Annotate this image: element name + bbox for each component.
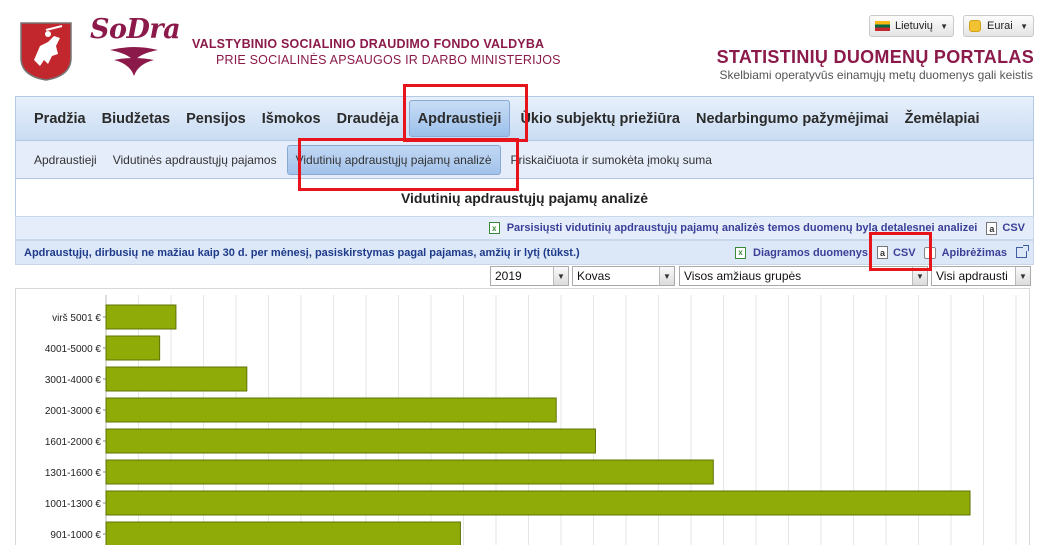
category-label: 901-1000 €	[50, 530, 101, 541]
month-value: Kovas	[577, 269, 611, 283]
download-data-link[interactable]: Parsisiųsti vidutinių apdraustųjų pajamų…	[506, 222, 978, 234]
bar[interactable]	[105, 521, 461, 545]
chevron-down-icon: ▼	[1020, 21, 1028, 31]
month-select[interactable]: Kovas ▼	[572, 266, 675, 286]
highlight-csv	[869, 232, 932, 271]
download-bar: x Parsisiųsti vidutinių apdraustųjų paja…	[15, 216, 1034, 240]
org-name-line1: VALSTYBINIO SOCIALINIO DRAUDIMO FONDO VA…	[192, 37, 545, 51]
site-header: SoDra VALSTYBINIO SOCIALINIO DRAUDIMO FO…	[0, 0, 1044, 96]
chevron-down-icon: ▼	[659, 267, 674, 285]
nav-item-zemelapiai[interactable]: Žemėlapiai	[904, 110, 980, 127]
bar[interactable]	[105, 428, 596, 454]
page-title: Vidutinių apdraustųjų pajamų analizė	[15, 179, 1034, 216]
income-distribution-chart: virš 5001 € 4001-5000 € 3001-4000 € 2001-30…	[15, 288, 1030, 545]
year-select[interactable]: 2019 ▼	[490, 266, 569, 286]
nav-item-ukio-subjektu-prieziura[interactable]: Ūkio subjektų priežiūra	[520, 110, 680, 127]
portal-title: STATISTINIŲ DUOMENŲ PORTALAS	[716, 47, 1034, 67]
subnav-item-pajamu-analize[interactable]: Vidutinių apdraustųjų pajamų analizė	[286, 144, 501, 175]
portal-subtitle: Skelbiami operatyvūs einamųjų metų duome…	[719, 68, 1033, 82]
category-label: 1601-2000 €	[45, 437, 102, 448]
nav-item-draudeja[interactable]: Draudėja	[336, 110, 399, 127]
chevron-down-icon: ▼	[553, 267, 568, 285]
nav-item-apdraustieji[interactable]: Apdraustieji	[408, 100, 511, 137]
bar[interactable]	[105, 366, 248, 392]
currency-select[interactable]: Eurai ▼	[963, 15, 1034, 37]
bar[interactable]	[105, 490, 971, 516]
bar[interactable]	[105, 304, 177, 330]
external-link-icon[interactable]	[1016, 245, 1029, 258]
nav-item-ismokos[interactable]: Išmokos	[261, 110, 321, 127]
nav-item-pensijos[interactable]: Pensijos	[186, 110, 246, 127]
org-name-line2: PRIE SOCIALINĖS APSAUGOS IR DARBO MINIST…	[216, 53, 561, 67]
chart-csv-link[interactable]: CSV	[892, 246, 916, 259]
language-label: Lietuvių	[895, 20, 933, 32]
chevron-down-icon: ▼	[940, 21, 948, 31]
csv-file-icon: a	[986, 221, 998, 235]
insured-select[interactable]: Visi apdrausti ▼	[931, 266, 1031, 286]
coat-of-arms-icon	[20, 22, 72, 81]
lithuania-flag-icon	[875, 21, 890, 31]
category-label: 1001-1300 €	[45, 499, 102, 510]
chevron-down-icon: ▼	[1015, 267, 1030, 285]
category-label: 2001-3000 €	[45, 406, 102, 417]
year-value: 2019	[495, 269, 522, 283]
csv-file-icon: a	[876, 246, 888, 259]
chevron-down-icon: ▼	[912, 267, 927, 285]
nav-item-nedarbingumo-pazymejimai[interactable]: Nedarbingumo pažymėjimai	[695, 110, 889, 127]
main-navigation: Pradžia Biudžetas Pensijos Išmokos Draud…	[15, 96, 1034, 141]
brand-name: SoDra	[90, 14, 181, 45]
category-label: 1301-1600 €	[45, 468, 102, 479]
currency-label: Eurai	[987, 20, 1013, 32]
bar[interactable]	[105, 459, 714, 485]
age-group-select[interactable]: Visos amžiaus grupės ▼	[679, 266, 928, 286]
subnav-item-imoku-suma[interactable]: Priskaičiuota ir sumokėta įmokų suma	[510, 152, 712, 167]
category-label: 3001-4000 €	[45, 375, 102, 386]
sodra-swoosh-icon	[110, 47, 158, 76]
subnav-item-apdraustieji[interactable]: Apdraustieji	[34, 152, 97, 167]
category-label: 4001-5000 €	[45, 344, 102, 355]
nav-item-pradzia[interactable]: Pradžia	[34, 110, 86, 127]
chart-title: Apdraustųjų, dirbusių ne mažiau kaip 30 …	[24, 246, 580, 259]
category-label: virš 5001 €	[52, 313, 101, 324]
chart-header: Apdraustųjų, dirbusių ne mažiau kaip 30 …	[15, 240, 1034, 265]
highlight-pajamu-analize	[298, 138, 519, 191]
nav-item-biudzetas[interactable]: Biudžetas	[101, 110, 171, 127]
age-group-value: Visos amžiaus grupės	[684, 269, 802, 283]
subnav-item-vidutines-pajamos[interactable]: Vidutinės apdraustųjų pajamos	[112, 152, 277, 167]
excel-icon: x	[488, 222, 500, 234]
chart-data-link[interactable]: Diagramos duomenys	[753, 246, 868, 259]
bar[interactable]	[105, 397, 557, 423]
insured-value: Visi apdrausti	[936, 269, 1008, 283]
bar-chart: virš 5001 € 4001-5000 € 3001-4000 € 2001-30…	[45, 295, 1017, 545]
currency-icon	[969, 20, 981, 32]
highlight-apdraustieji	[403, 84, 528, 142]
sub-navigation: Apdraustieji Vidutinės apdraustųjų pajam…	[15, 141, 1034, 179]
language-select[interactable]: Lietuvių ▼	[869, 15, 954, 37]
bar[interactable]	[105, 335, 161, 361]
download-csv-link[interactable]: CSV	[1002, 222, 1025, 234]
excel-icon: x	[735, 246, 747, 259]
definition-link[interactable]: Apibrėžimas	[941, 246, 1007, 259]
